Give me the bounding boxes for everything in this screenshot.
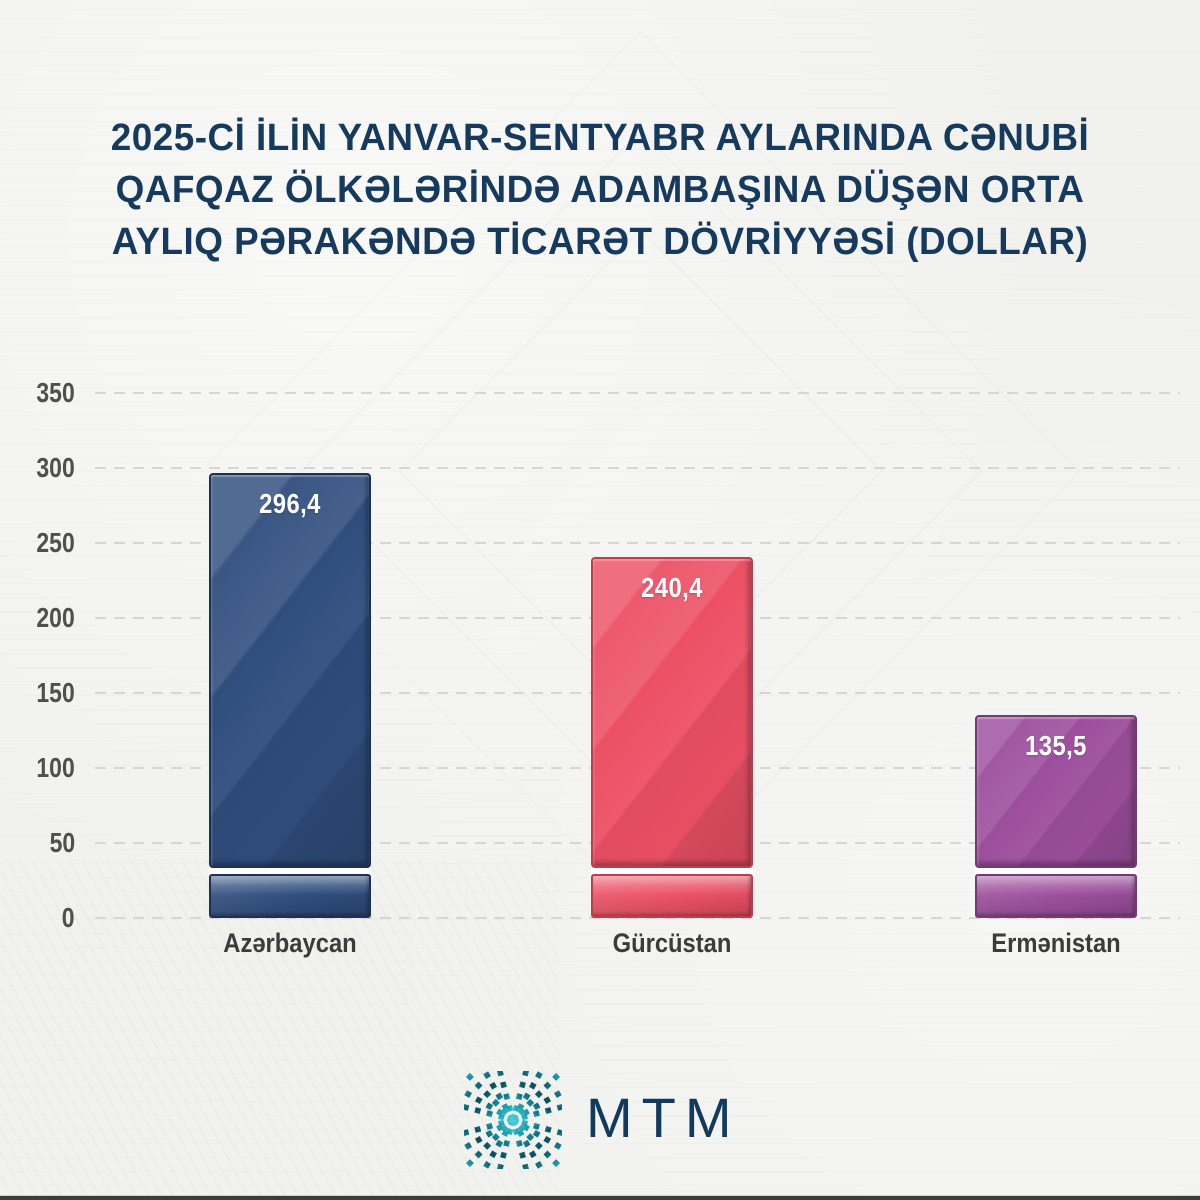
chart-title-line-2: QAFQAZ ÖLKƏLƏRİNDƏ ADAMBAŞINA DÜŞƏN ORTA: [115, 169, 1085, 211]
y-tick-label: 150: [36, 677, 75, 708]
bar-value-label: 240,4: [641, 572, 703, 604]
category-label: Azərbaycan: [223, 928, 357, 958]
bar-base-segment: [209, 873, 371, 918]
bar-divider: [209, 867, 371, 874]
gridline: 0: [62, 902, 1180, 933]
chart-title-line-3: AYLIQ PƏRAKƏNDƏ TİCARƏT DÖVRİYYƏSİ (DOLL…: [111, 221, 1089, 263]
bar-group: 240,4: [591, 557, 753, 918]
bar: 240,4: [591, 557, 753, 868]
y-tick-label: 50: [49, 827, 75, 858]
bar-base-segment: [591, 873, 753, 918]
gridline: 300: [37, 452, 1180, 483]
bar-divider: [975, 868, 1137, 874]
gridline: 350: [37, 377, 1180, 408]
y-tick-label: 350: [36, 377, 75, 408]
y-tick-label: 250: [36, 527, 75, 558]
bar: 296,4: [209, 473, 371, 868]
category-label: Ermənistan: [991, 928, 1121, 958]
bar-base-segment: [975, 874, 1137, 918]
bar-value-label: 296,4: [259, 488, 321, 520]
mtm-logo-text: MTM: [586, 1086, 741, 1149]
bar-group: 135,5: [975, 714, 1137, 918]
mtm-logo: MTM: [464, 1070, 741, 1170]
gridline: 250: [37, 527, 1180, 558]
chart-title: 2025-Cİ İLİN YANVAR-SENTYABR AYLARINDA C…: [18, 112, 1182, 268]
bar-group: 296,4: [209, 473, 371, 918]
category-label: Gürcüstan: [612, 928, 732, 958]
y-tick-label: 200: [36, 602, 75, 633]
y-tick-label: 300: [36, 452, 75, 483]
y-tick-label: 0: [62, 902, 75, 933]
bar-value-label: 135,5: [1025, 729, 1087, 761]
bottom-edge-strip: [0, 1196, 1200, 1200]
bar: 135,5: [975, 714, 1137, 868]
chart-title-line-1: 2025-Cİ İLİN YANVAR-SENTYABR AYLARINDA C…: [110, 117, 1090, 159]
bar-divider: [591, 867, 753, 874]
starburst-dashes-icon: [464, 1071, 562, 1169]
y-tick-label: 100: [36, 752, 75, 783]
